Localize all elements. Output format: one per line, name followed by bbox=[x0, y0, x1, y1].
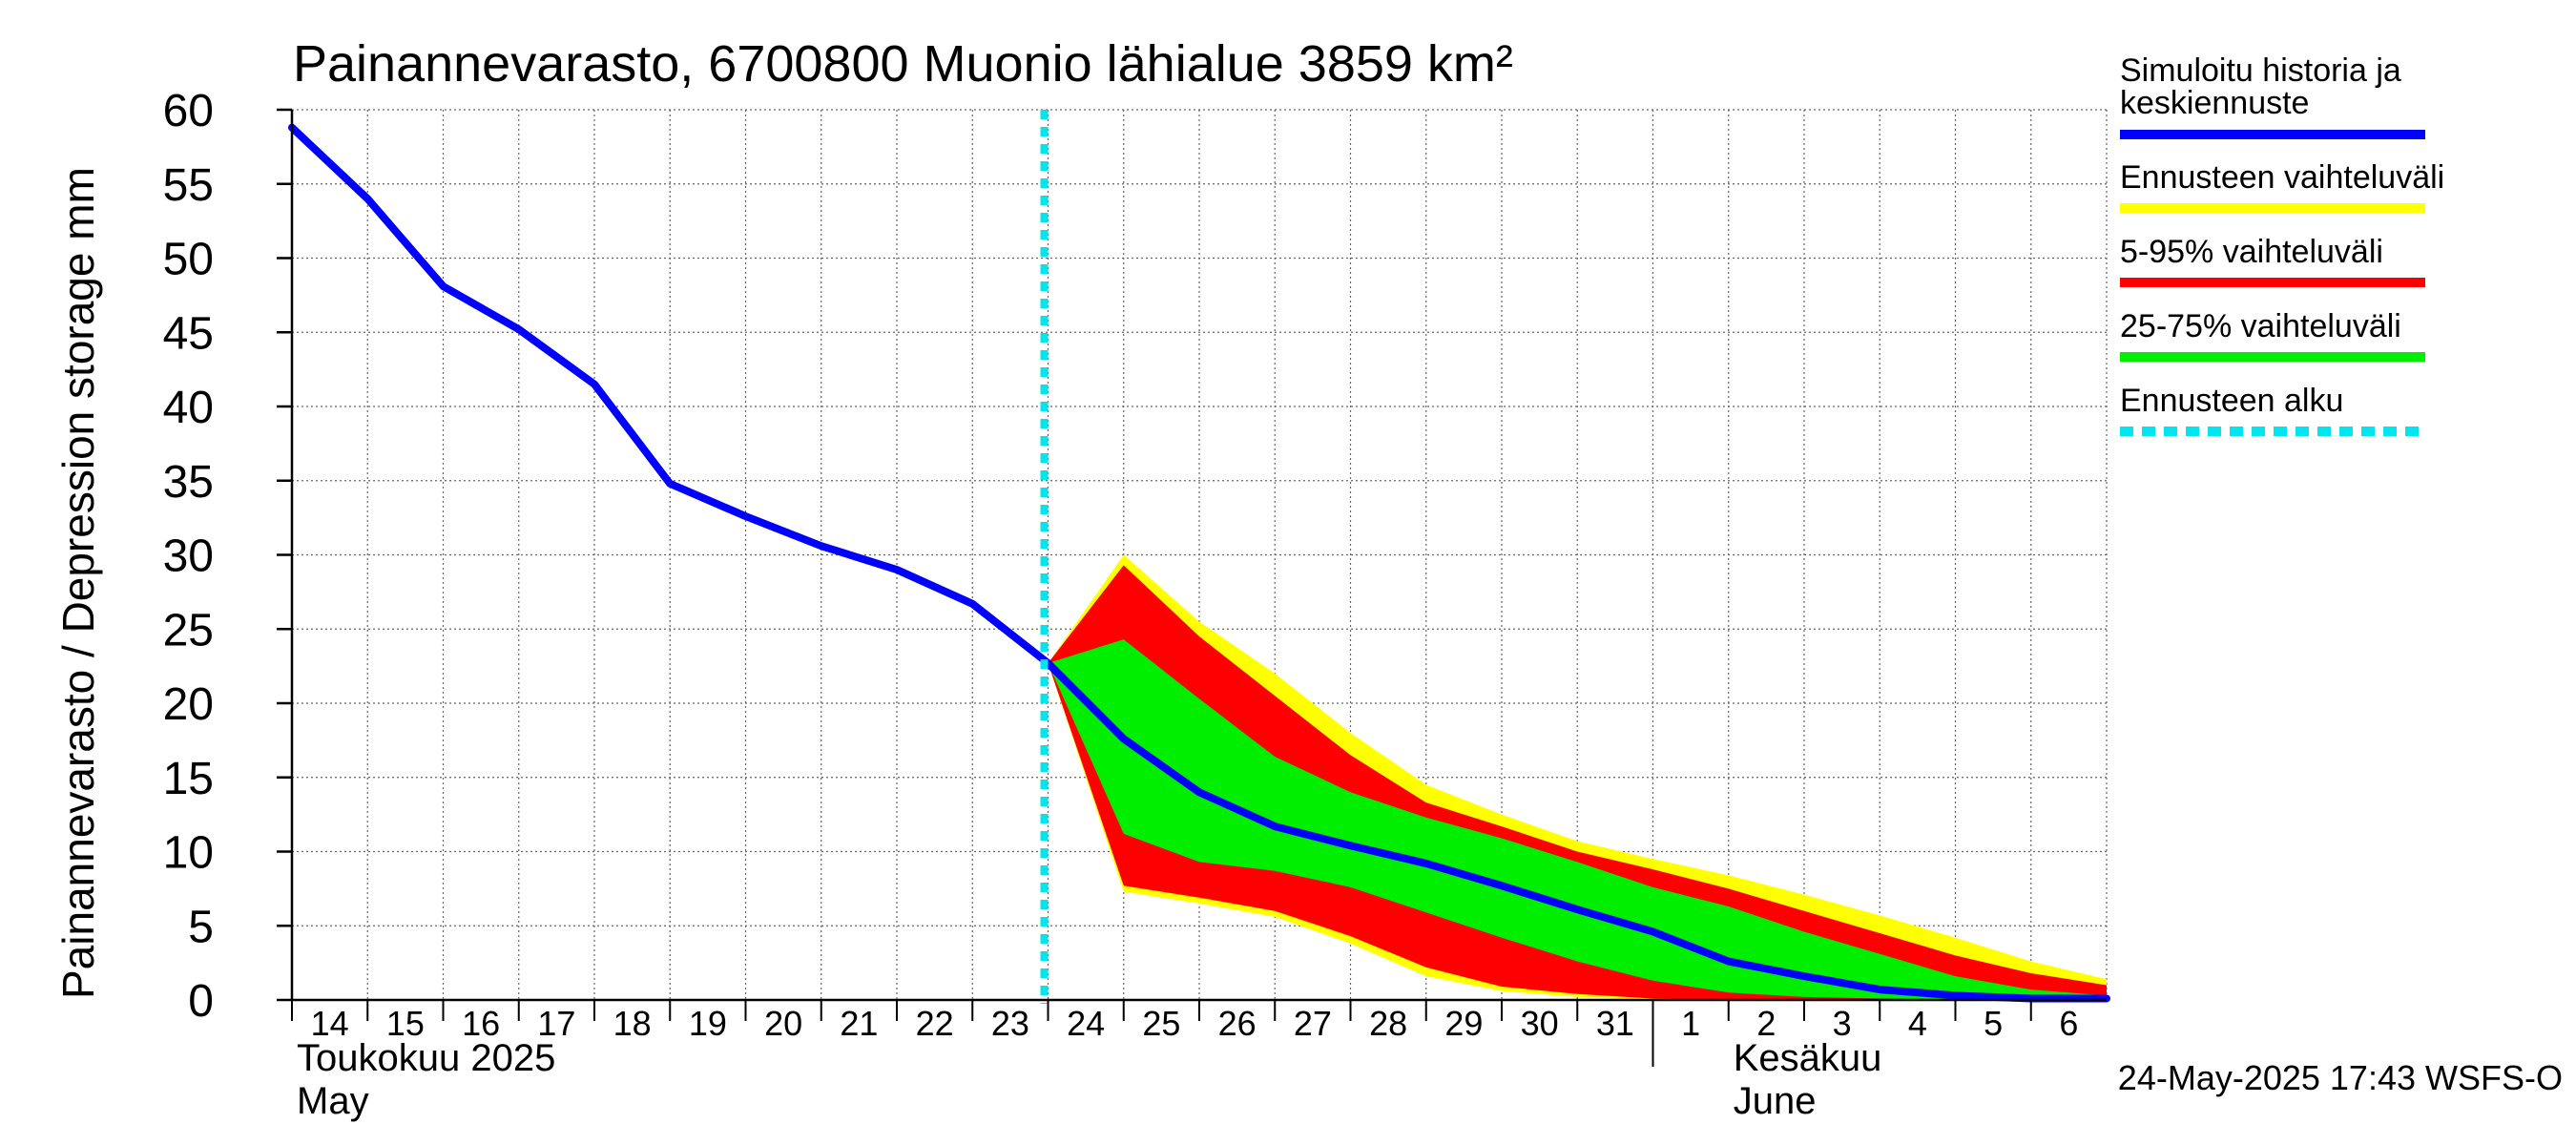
x-tick-label: 6 bbox=[2059, 1004, 2078, 1043]
y-tick-label: 35 bbox=[163, 457, 214, 508]
x-tick-label: 2 bbox=[1756, 1004, 1776, 1043]
x-tick-label: 17 bbox=[537, 1004, 575, 1043]
x-tick-label: 27 bbox=[1294, 1004, 1332, 1043]
x-tick-label: 1 bbox=[1681, 1004, 1700, 1043]
x-tick-label: 23 bbox=[991, 1004, 1029, 1043]
x-tick-label: 25 bbox=[1142, 1004, 1180, 1043]
y-tick-label: 0 bbox=[188, 976, 214, 1027]
y-tick-label: 40 bbox=[163, 383, 214, 433]
x-tick-label: 20 bbox=[764, 1004, 802, 1043]
x-tick-label: 28 bbox=[1369, 1004, 1407, 1043]
y-tick-label: 5 bbox=[188, 902, 214, 952]
y-tick-label: 45 bbox=[163, 308, 214, 359]
x-tick-label: 16 bbox=[462, 1004, 500, 1043]
y-axis-label: Painannevarasto / Depression storage mm bbox=[53, 167, 103, 999]
x-tick-label: 22 bbox=[916, 1004, 954, 1043]
legend-5-95-label: 5-95% vaihteluväli bbox=[2120, 234, 2383, 270]
legend-simuloitu-label: keskiennuste bbox=[2120, 85, 2309, 121]
x-tick-label: 24 bbox=[1067, 1004, 1105, 1043]
footer-timestamp: 24-May-2025 17:43 WSFS-O bbox=[2118, 1058, 2563, 1097]
series-line-simuloitu bbox=[288, 123, 2110, 1003]
x-tick-label: 30 bbox=[1521, 1004, 1559, 1043]
x-tick-label: 4 bbox=[1908, 1004, 1927, 1043]
x-tick-label: 5 bbox=[1984, 1004, 2003, 1043]
legend-simuloitu-label: Simuloitu historia ja bbox=[2120, 52, 2401, 89]
x-tick-label: 15 bbox=[386, 1004, 425, 1043]
y-tick-label: 10 bbox=[163, 828, 214, 879]
y-tick-label: 25 bbox=[163, 605, 214, 656]
x-tick-label: 29 bbox=[1444, 1004, 1483, 1043]
x-tick-label: 19 bbox=[689, 1004, 727, 1043]
y-tick-label: 30 bbox=[163, 531, 214, 582]
y-tick-label: 20 bbox=[163, 679, 214, 730]
y-tick-label: 55 bbox=[163, 160, 214, 211]
chart-title: Painannevarasto, 6700800 Muonio lähialue… bbox=[293, 35, 1513, 93]
x-tick-label: 21 bbox=[840, 1004, 878, 1043]
legend-ennusteen-alku-label: Ennusteen alku bbox=[2120, 383, 2343, 419]
y-tick-label: 15 bbox=[163, 754, 214, 804]
month-label: Kesäkuu bbox=[1734, 1037, 1882, 1079]
y-tick-label: 50 bbox=[163, 235, 214, 285]
legend-ennusteen-vaihteluvali-label: Ennusteen vaihteluväli bbox=[2120, 159, 2444, 196]
month-label-en: June bbox=[1734, 1080, 1817, 1122]
legend-25-75-label: 25-75% vaihteluväli bbox=[2120, 308, 2401, 344]
y-tick-label: 60 bbox=[163, 86, 214, 136]
month-label-en: May bbox=[297, 1080, 369, 1122]
x-tick-label: 3 bbox=[1833, 1004, 1852, 1043]
x-tick-label: 31 bbox=[1596, 1004, 1634, 1043]
x-tick-label: 18 bbox=[613, 1004, 652, 1043]
x-tick-label: 26 bbox=[1218, 1004, 1257, 1043]
x-tick-label: 14 bbox=[311, 1004, 349, 1043]
band-5-95 bbox=[1048, 565, 2107, 1000]
month-label: Toukokuu 2025 bbox=[297, 1037, 555, 1079]
